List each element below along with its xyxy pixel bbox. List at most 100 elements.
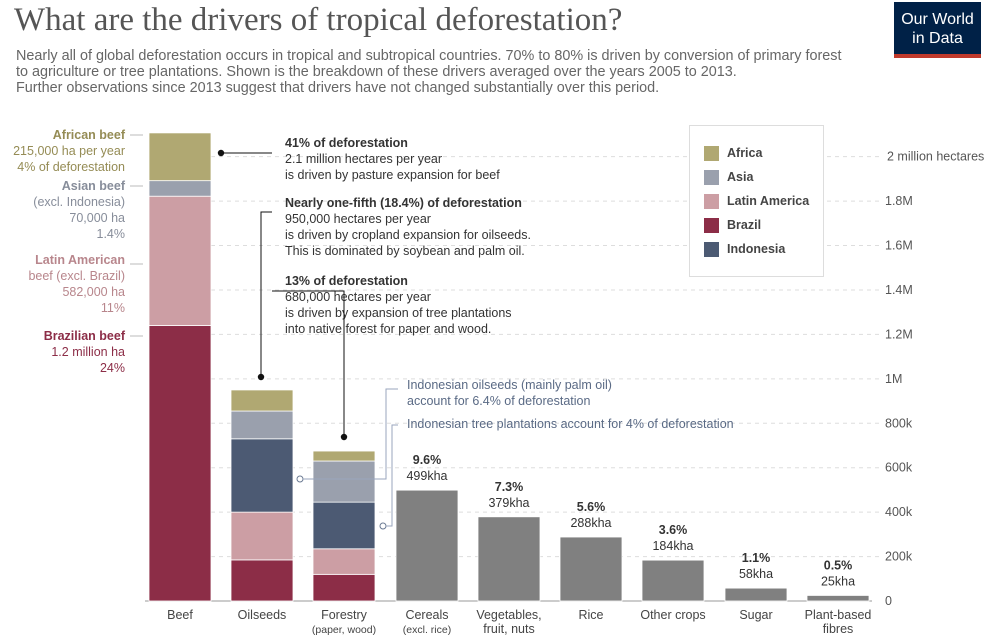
bar-segment-latin-america [312,548,376,575]
legend: Africa Asia Latin America Brazil Indones… [689,125,824,277]
y-tick-label: 1.4M [885,283,913,297]
owid-logo[interactable]: Our World in Data [894,2,981,58]
bar-value-percent: 5.6% [577,500,606,514]
legend-item-indonesia[interactable]: Indonesia [704,239,785,259]
beef-region-label: 24% [100,361,125,375]
bar-value-percent: 7.3% [495,480,524,494]
beef-region-label: Brazilian beef [44,329,126,343]
bar-value-amount: 288kha [570,516,611,530]
annotation-text: 13% of deforestation [285,274,408,288]
legend-swatch-indonesia [704,241,719,257]
annotation-connector [260,211,272,377]
indonesia-note-text: Indonesian tree plantations account for … [407,417,734,431]
bar-segment-asia [230,410,294,440]
y-tick-label: 400k [885,505,913,519]
legend-item-latin-america[interactable]: Latin America [704,191,809,211]
x-category-label: fruit, nuts [483,622,534,636]
x-category-label: Vegetables, [476,608,541,622]
x-category-label: Forestry [321,608,368,622]
legend-swatch-brazil [704,217,719,233]
indonesia-note-text: Indonesian oilseeds (mainly palm oil) [407,378,612,392]
bar-segment-brazil [230,559,294,602]
x-category-label: Rice [578,608,603,622]
beef-region-label: African beef [53,128,126,142]
x-category-label: Plant-based [805,608,872,622]
annotation-text: 950,000 hectares per year [285,212,431,226]
annotation-text: is driven by expansion of tree plantatio… [285,306,512,320]
annotation-text: 41% of deforestation [285,136,408,150]
bar-value-percent: 0.5% [824,558,853,572]
chart-subtitle: Nearly all of global deforestation occur… [16,48,896,96]
annotation-text: is driven by pasture expansion for beef [285,168,500,182]
annotation-text: This is dominated by soybean and palm oi… [285,244,525,258]
bar-value-percent: 3.6% [659,523,688,537]
bar-segment-total [395,489,459,602]
annotation-connector [272,290,345,437]
annotation-text: into native forest for paper and wood. [285,322,491,336]
bar-segment-indonesia [230,438,294,513]
indonesia-note-connector [386,424,398,527]
legend-item-africa[interactable]: Africa [704,143,762,163]
subtitle-line: Nearly all of global deforestation occur… [16,48,842,64]
chart-title: What are the drivers of tropical defores… [14,2,623,38]
y-tick-label: 1.8M [885,194,913,208]
beef-region-label: Latin American [35,253,125,267]
bar-value-percent: 1.1% [742,551,771,565]
bar-segment-brazil [148,325,212,602]
legend-item-asia[interactable]: Asia [704,167,753,187]
legend-label-brazil: Brazil [727,218,762,232]
indonesia-note-marker [379,522,387,530]
bar-segment-africa [230,389,294,412]
indonesia-note-text: account for 6.4% of deforestation [407,394,590,408]
annotation-text: 680,000 hectares per year [285,290,431,304]
beef-region-label: 4% of deforestation [17,160,125,174]
beef-region-label: beef (excl. Brazil) [28,269,125,283]
indonesia-note-connector [303,388,398,480]
annotation-text: is driven by cropland expansion for oils… [285,228,531,242]
subtitle-line: Further observations since 2013 suggest … [16,80,660,96]
beef-region-label: 70,000 ha [69,211,125,225]
legend-swatch-latin-america [704,193,719,209]
bar-segment-latin-america [148,195,212,326]
legend-label-asia: Asia [727,170,754,184]
x-category-label: fibres [823,622,854,636]
bar-value-amount: 25kha [821,574,855,588]
beef-region-label: 11% [101,301,125,315]
y-tick-label: 2 million hectares [887,150,984,164]
x-category-label: Cereals [405,608,448,622]
y-tick-label: 1.2M [885,327,913,341]
bar-segment-total [806,595,870,602]
y-tick-label: 800k [885,416,913,430]
bar-segment-asia [312,460,376,503]
annotation-text: 2.1 million hectares per year [285,152,442,166]
bar-value-amount: 184kha [652,539,693,553]
x-category-label: (excl. rice) [403,624,451,636]
bar-segment-total [724,587,788,602]
y-tick-label: 1.6M [885,239,913,253]
bar-segment-asia [148,180,212,197]
logo-stripe [894,54,981,58]
legend-swatch-africa [704,145,719,161]
indonesia-note-marker [296,475,304,483]
legend-label-indonesia: Indonesia [727,242,786,256]
bar-segment-africa [312,450,376,462]
x-category-label: Oilseeds [238,608,287,622]
y-tick-label: 0 [885,594,892,608]
legend-item-brazil[interactable]: Brazil [704,215,761,235]
y-tick-label: 600k [885,461,913,475]
subtitle-line: to agriculture or tree plantations. Show… [16,64,737,80]
legend-label-africa: Africa [727,146,763,160]
beef-region-label: 582,000 ha [62,285,125,299]
bar-segment-brazil [312,573,376,602]
annotation-text: Nearly one-fifth (18.4%) of deforestatio… [285,196,522,210]
bar-segment-indonesia [312,501,376,550]
beef-region-label: 1.4% [97,227,126,241]
bar-segment-africa [148,132,212,182]
bar-segment-total [559,536,623,602]
bar-value-amount: 499kha [406,469,447,483]
x-category-label: (paper, wood) [312,624,376,636]
logo-text-line2: in Data [912,30,963,47]
bar-segment-total [477,516,541,602]
y-tick-label: 1M [885,372,902,386]
